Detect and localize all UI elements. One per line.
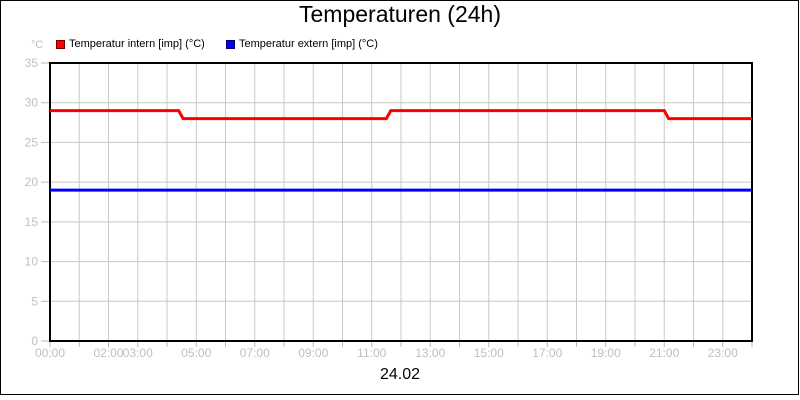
y-tick-label: 10 <box>25 255 39 269</box>
x-tick-label: 17:00 <box>532 346 562 360</box>
x-tick-label: 05:00 <box>181 346 211 360</box>
legend-label-extern: Temperatur extern [imp] (°C) <box>239 38 378 50</box>
x-tick-label: 07:00 <box>240 346 270 360</box>
y-tick-label: 5 <box>31 294 38 308</box>
x-tick-label: 15:00 <box>474 346 504 360</box>
legend-swatch-intern-icon <box>56 39 65 49</box>
x-tick-label: 09:00 <box>298 346 328 360</box>
series-line-intern <box>50 109 752 121</box>
x-tick-label: 00:00 <box>35 346 65 360</box>
chart-title: Temperaturen (24h) <box>299 1 501 27</box>
y-axis-unit-label: °C <box>31 39 44 51</box>
x-tick-label: 03:00 <box>123 346 153 360</box>
y-tick-label: 30 <box>25 96 39 110</box>
legend-label-intern: Temperatur intern [imp] (°C) <box>69 38 205 50</box>
y-tick-label: 15 <box>25 215 39 229</box>
legend-item-intern: Temperatur intern [imp] (°C) <box>56 38 205 50</box>
y-tick-label: 25 <box>25 135 39 149</box>
x-tick-label: 19:00 <box>591 346 621 360</box>
x-axis-date-label: 24.02 <box>379 366 421 383</box>
x-tick-label: 23:00 <box>708 346 738 360</box>
x-tick-label: 13:00 <box>415 346 445 360</box>
y-tick-label: 0 <box>31 334 38 348</box>
x-tick-label: 21:00 <box>649 346 679 360</box>
y-tick-label: 20 <box>25 175 39 189</box>
legend-swatch-extern-icon <box>226 39 235 49</box>
y-tick-label: 35 <box>25 56 39 70</box>
legend-item-extern: Temperatur extern [imp] (°C) <box>226 38 378 50</box>
plot-border <box>49 62 753 342</box>
x-tick-label: 11:00 <box>357 346 386 360</box>
x-tick-label: 02:00 <box>93 346 123 360</box>
